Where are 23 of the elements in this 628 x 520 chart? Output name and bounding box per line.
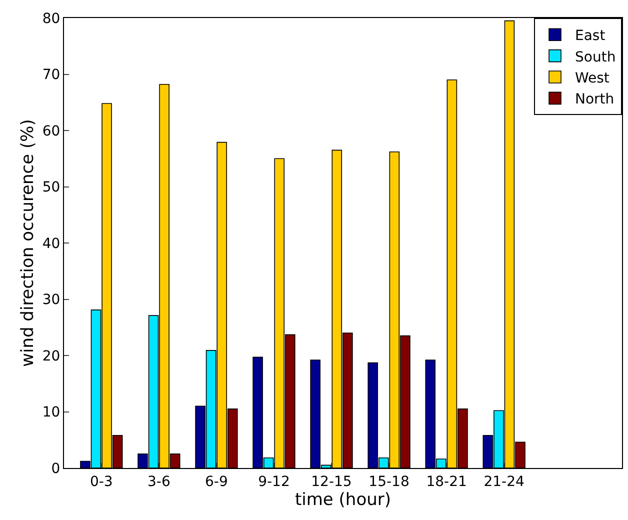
x-tick-label: 15-18: [368, 474, 410, 490]
x-tick-label: 3-6: [147, 474, 170, 490]
x-tick-label: 0-3: [90, 474, 113, 490]
y-tick-label: 50: [42, 180, 60, 196]
x-tick-label: 21-24: [484, 474, 524, 490]
y-tick-label: 30: [42, 292, 60, 308]
legend-label: East: [575, 28, 606, 44]
y-tick-label: 0: [51, 460, 60, 477]
x-tick-label: 18-21: [426, 474, 467, 490]
x-axis-title: time (hour): [294, 490, 392, 510]
y-tick-label: 40: [42, 236, 60, 252]
legend-label: North: [575, 92, 614, 108]
y-tick-label: 80: [42, 10, 60, 27]
y-axis-title: wind direction occurence (%): [18, 119, 38, 367]
legend-label: South: [575, 49, 616, 66]
x-tick-label: 12-15: [311, 474, 352, 490]
y-tick-label: 20: [42, 348, 60, 364]
x-tick-label: 6-9: [205, 474, 228, 490]
y-tick-label: 10: [42, 404, 60, 421]
y-tick-label: 60: [42, 123, 60, 140]
legend-label: West: [575, 70, 610, 86]
x-tick-label: 9-12: [258, 474, 290, 490]
y-tick-label: 70: [42, 67, 60, 84]
